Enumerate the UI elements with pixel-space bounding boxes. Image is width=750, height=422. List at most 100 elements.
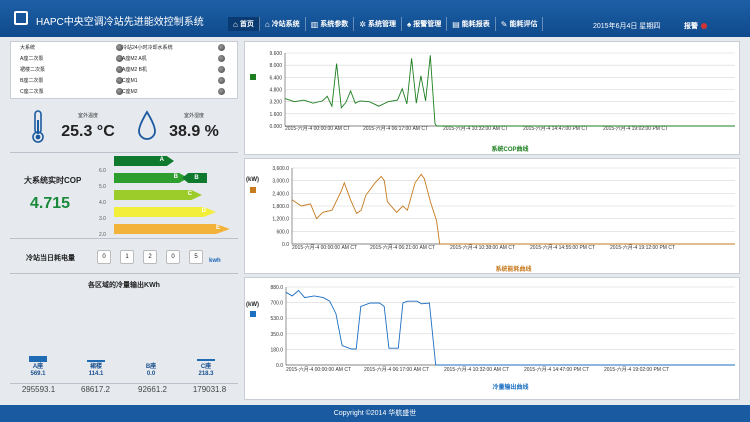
zone-label: B座 0.0 xyxy=(131,364,171,378)
chiller-label: A座M2 B机 xyxy=(122,67,148,73)
divider xyxy=(10,273,238,274)
chiller-label: 冷站24小时冷却水系统 xyxy=(122,45,173,51)
chart-icon: ▤ xyxy=(452,19,460,29)
chiller-item[interactable]: A座M2 B机 xyxy=(122,65,225,74)
outdoor-temp: 室外温度 25.3 °C xyxy=(54,112,122,141)
y-tick-label: 4.800 xyxy=(269,88,282,94)
alarm-label: 报警 xyxy=(684,23,698,30)
x-tick-label: 2015-六月-4 00:00:00 AM CT xyxy=(292,244,357,251)
energy-digit: 2 xyxy=(143,250,157,264)
y-tick-label: 1,800.0 xyxy=(272,204,289,210)
zone-bar xyxy=(87,360,105,362)
x-tick-label: 2015-六月-4 00:00:00 AM CT xyxy=(285,125,350,132)
status-dot-icon xyxy=(218,88,225,95)
wrench-icon: ✎ xyxy=(500,19,508,29)
x-tick-label: 2015-六月-4 10:38:00 AM CT xyxy=(450,244,515,251)
y-tick-label: 6.400 xyxy=(269,75,282,81)
daily-energy-label: 冷站当日耗电量 xyxy=(26,255,75,262)
nav-item-4[interactable]: ♠ 报警管理 xyxy=(402,17,448,31)
chiller-item[interactable]: C座M1 xyxy=(122,76,225,85)
energy-digit: 0 xyxy=(97,250,111,264)
house-icon: ⌂ xyxy=(233,19,238,29)
chiller-status-grid: 大系统 冷站24小时冷却水系统 A座二次泵 A座M2 A机裙楼二次泵 A座M2 B机 B座… xyxy=(10,42,238,98)
y-tick-label: 0.000 xyxy=(269,124,282,130)
zone-total: 179031.8 xyxy=(192,385,227,394)
y-tick-label: 0.0 xyxy=(276,363,283,369)
y-tick-label: 3,600.0 xyxy=(272,166,289,172)
zone-value: 114.1 xyxy=(88,371,104,377)
gear-icon: ✲ xyxy=(359,19,366,29)
cop-band-grade: B xyxy=(173,174,178,180)
energy-digit: 1 xyxy=(120,250,134,264)
y-unit-label: (kW) xyxy=(246,302,259,308)
footer-copyright: Copyright ©2014 华航盛世 xyxy=(0,405,750,422)
zone-name: B座 xyxy=(145,364,157,370)
x-tick-label: 2015-六月-4 06:17:00 AM CT xyxy=(363,125,428,132)
x-tick-label: 2015-六月-4 00:00:00 AM CT xyxy=(286,366,351,373)
chiller-item[interactable]: A座二次泵 xyxy=(20,54,123,63)
x-tick-label: 2015-六月-4 14:47:00 PM CT xyxy=(524,366,589,373)
cop-band-d: D xyxy=(114,207,216,217)
zone-name: A座 xyxy=(32,364,44,370)
cop-scale-tick: 5.0 xyxy=(99,184,106,190)
divider xyxy=(10,383,238,384)
nav-item-0[interactable]: ⌂ 首页 xyxy=(228,17,260,31)
nav-item-label: 能耗评估 xyxy=(509,21,538,28)
chiller-label: 裙楼二次泵 xyxy=(20,67,46,73)
cop-band-grade: A xyxy=(159,157,164,163)
chiller-label: B座二次泵 xyxy=(20,78,44,84)
energy-digit: 0 xyxy=(166,250,180,264)
status-dot-icon xyxy=(116,77,123,84)
cop-label: 大系统实时COP xyxy=(24,176,82,185)
alarm-indicator[interactable]: 报警 xyxy=(684,21,707,31)
nav-item-5[interactable]: ▤ 能耗报表 xyxy=(447,17,496,31)
cop-current-grade: B xyxy=(182,173,207,183)
chiller-label: A座二次泵 xyxy=(20,56,44,62)
nav-item-3[interactable]: ✲ 系统管理 xyxy=(354,17,402,31)
nav-item-label: 首页 xyxy=(239,21,254,28)
x-tick-label: 2015-六月-4 19:02:00 PM CT xyxy=(604,366,669,373)
nav-item-6[interactable]: ✎ 能耗评估 xyxy=(496,17,544,31)
cop-scale-tick: 2.0 xyxy=(99,232,106,238)
chiller-item[interactable]: 冷站24小时冷却水系统 xyxy=(122,43,225,52)
chiller-item[interactable]: 大系统 xyxy=(20,43,123,52)
top-header: HAPC中央空调冷站先进能效控制系统 ⌂ 首页 ⌂ 冷站系统 ▥ 系统参数 ✲ 系统管理 ♠ 报警… xyxy=(0,0,750,37)
y-tick-label: 880.0 xyxy=(270,285,283,291)
x-tick-label: 2015-六月-4 10:32:00 AM CT xyxy=(444,366,509,373)
y-tick-label: 3.200 xyxy=(269,100,282,106)
cop-scale-tick: 4.0 xyxy=(99,200,106,206)
y-unit-label: (kW) xyxy=(246,177,259,183)
chiller-label: C座二次泵 xyxy=(20,89,44,95)
outdoor-temp-value: 25.3 °C xyxy=(61,123,115,140)
main-nav: ⌂ 首页 ⌂ 冷站系统 ▥ 系统参数 ✲ 系统管理 ♠ 报警管理 ▤ 能耗报表 ✎ 能耗评估 xyxy=(228,17,544,31)
status-dot-icon xyxy=(218,55,225,62)
chiller-item[interactable]: 裙楼二次泵 xyxy=(20,65,123,74)
chiller-item[interactable]: C座二次泵 xyxy=(20,87,123,96)
cop-value: 4.715 xyxy=(30,195,71,212)
y-tick-label: 2,400.0 xyxy=(272,191,289,197)
water-drop-icon xyxy=(138,110,156,140)
nav-item-label: 冷站系统 xyxy=(271,21,300,28)
zone-label: C座 218.3 xyxy=(186,364,226,378)
zone-label: 裙楼 114.1 xyxy=(76,364,116,378)
chiller-item[interactable]: C座M2 xyxy=(122,87,225,96)
status-dot-icon xyxy=(218,44,225,51)
nav-item-1[interactable]: ⌂ 冷站系统 xyxy=(260,17,306,31)
nav-item-label: 系统参数 xyxy=(320,21,349,28)
chiller-item[interactable]: A座M2 A机 xyxy=(122,54,225,63)
chart-caption: 冷量输出曲线 xyxy=(492,385,529,391)
daily-energy-unit: kwh xyxy=(209,258,221,264)
series-line xyxy=(285,289,735,366)
zone-label: A座 569.1 xyxy=(18,364,58,378)
bell-icon: ♠ xyxy=(406,19,412,29)
chiller-item[interactable]: B座二次泵 xyxy=(20,76,123,85)
y-tick-label: 9.600 xyxy=(269,51,282,57)
cop-band-b: B xyxy=(114,173,188,183)
zone-bar xyxy=(29,356,47,362)
legend-swatch xyxy=(250,311,256,317)
divider xyxy=(10,238,238,239)
status-dot-icon xyxy=(116,55,123,62)
nav-item-2[interactable]: ▥ 系统参数 xyxy=(306,17,355,31)
